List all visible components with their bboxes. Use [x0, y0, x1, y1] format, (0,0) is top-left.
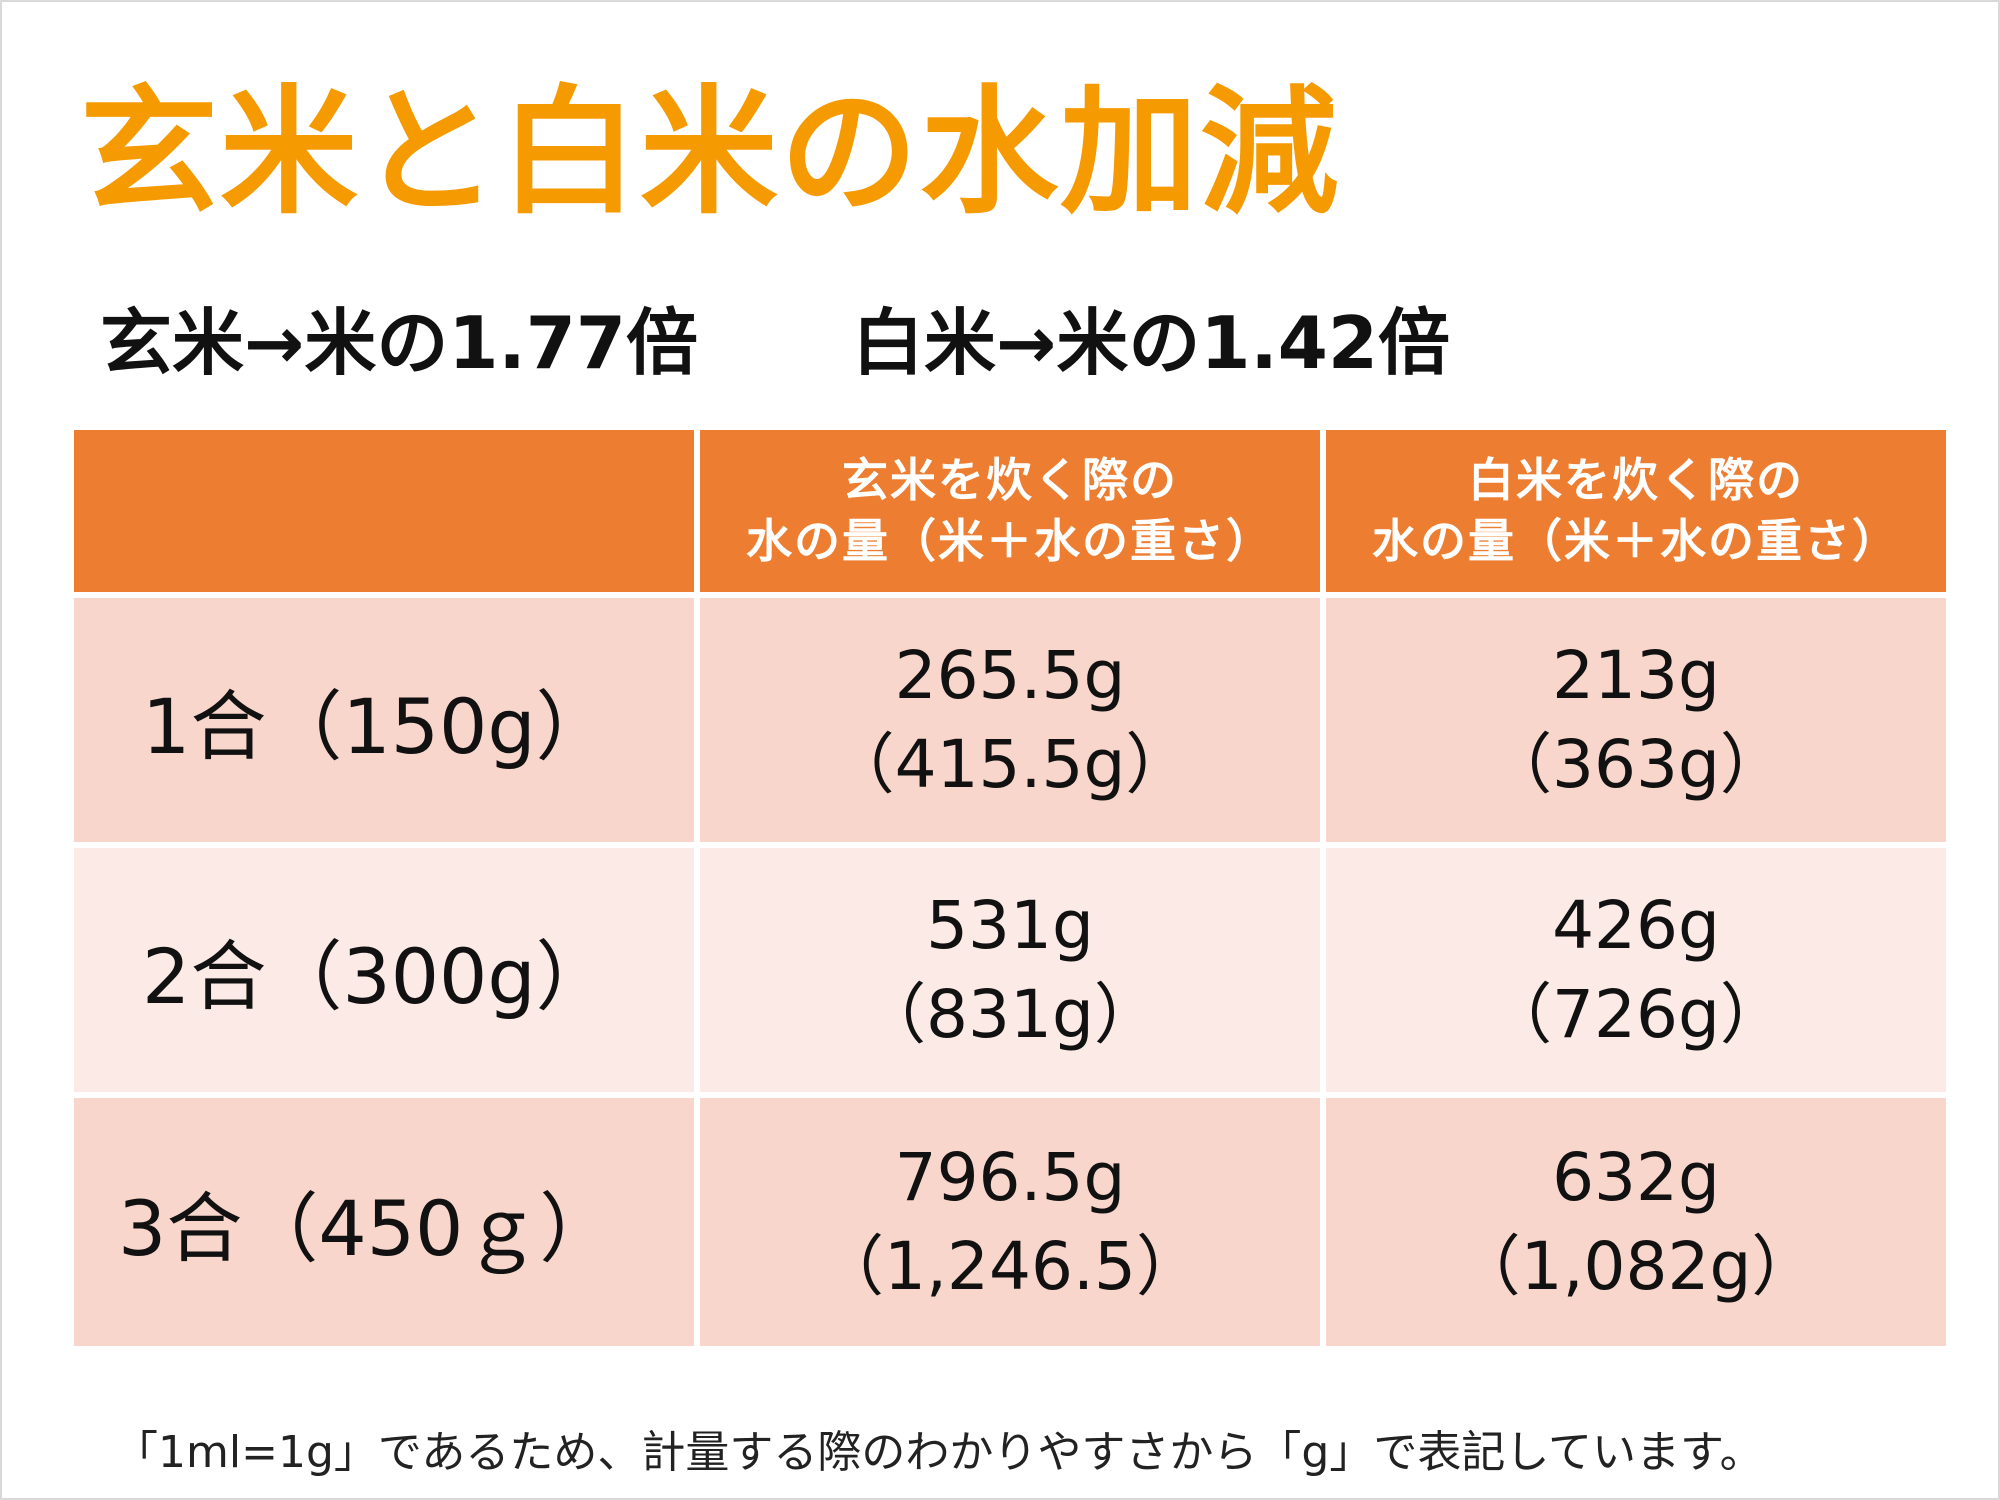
brown-water-2: 531g [926, 886, 1094, 964]
header-brown-rice: 玄米を炊く際の 水の量（米＋水の重さ） [700, 430, 1320, 592]
brown-total-3: （1,246.5） [818, 1228, 1202, 1305]
white-total-3: （1,082g） [1454, 1228, 1818, 1305]
table-cell-white: 213g （363g） [1326, 598, 1946, 842]
brown-total-2: （831g） [860, 976, 1160, 1053]
table-cell-brown: 796.5g （1,246.5） [700, 1098, 1320, 1346]
header-brown-line1: 玄米を炊く際の [842, 453, 1178, 508]
header-brown-line2: 水の量（米＋水の重さ） [746, 514, 1274, 568]
page-title: 玄米と白米の水加減 [80, 72, 1341, 233]
white-rice-ratio: 白米→米の1.42倍 [852, 301, 1450, 385]
row-label-1: 1合（150g） [142, 682, 612, 771]
table-row-label: 3合（450ｇ） [74, 1098, 694, 1346]
brown-water-1: 265.5g [894, 636, 1126, 714]
row-label-3: 3合（450ｇ） [118, 1184, 616, 1273]
white-total-2: （726g） [1486, 976, 1786, 1053]
table-cell-brown: 265.5g （415.5g） [700, 598, 1320, 842]
white-water-3: 632g [1552, 1138, 1720, 1216]
water-amount-table: 玄米を炊く際の 水の量（米＋水の重さ） 白米を炊く際の 水の量（米＋水の重さ） … [74, 430, 1946, 1346]
white-total-1: （363g） [1486, 726, 1786, 803]
row-label-2: 2合（300g） [142, 932, 612, 1021]
table-cell-white: 426g （726g） [1326, 848, 1946, 1092]
white-water-1: 213g [1552, 636, 1720, 714]
header-corner-cell [74, 430, 694, 592]
brown-water-3: 796.5g [894, 1138, 1126, 1216]
header-white-rice: 白米を炊く際の 水の量（米＋水の重さ） [1326, 430, 1946, 592]
header-white-line2: 水の量（米＋水の重さ） [1372, 514, 1900, 568]
table-cell-white: 632g （1,082g） [1326, 1098, 1946, 1346]
footnote: 「1ml=1g」であるため、計量する際のわかりやすさから「g」で表記しています。 [114, 1427, 1764, 1478]
table-cell-brown: 531g （831g） [700, 848, 1320, 1092]
header-white-line1: 白米を炊く際の [1468, 453, 1804, 508]
brown-rice-ratio: 玄米→米の1.77倍 [100, 301, 698, 385]
table-row-label: 2合（300g） [74, 848, 694, 1092]
brown-total-1: （415.5g） [828, 726, 1192, 803]
white-water-2: 426g [1552, 886, 1720, 964]
table-row-label: 1合（150g） [74, 598, 694, 842]
